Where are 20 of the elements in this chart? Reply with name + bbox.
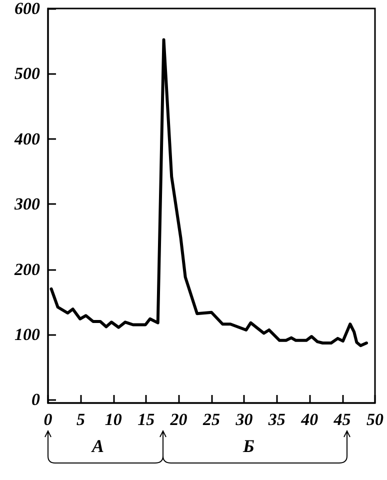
x-tick-label: 30 [234,410,254,429]
y-tick-label: 100 [14,325,40,344]
x-tick-label: 10 [104,410,122,429]
x-tick-label: 0 [44,410,53,429]
y-tick-label: 500 [14,64,40,84]
x-tick-label: 25 [202,410,220,429]
x-tick-label: 20 [169,410,188,429]
text: А [92,436,104,456]
x-tick-label: 5 [76,410,86,429]
y-tick-label: 600 [14,0,40,18]
x-tick-label: 40 [300,410,319,429]
x-tick-label: 35 [267,410,286,429]
y-tick-label: 0 [32,390,40,410]
y-tick-label: 200 [14,260,40,279]
y-tick-label: 300 [14,194,40,214]
x-tick-label: 50 [366,410,384,429]
x-tick-label: 15 [138,410,156,429]
y-tick-label: 400 [14,129,40,148]
x-tick-label: 45 [332,410,352,429]
text: Б [243,436,254,456]
